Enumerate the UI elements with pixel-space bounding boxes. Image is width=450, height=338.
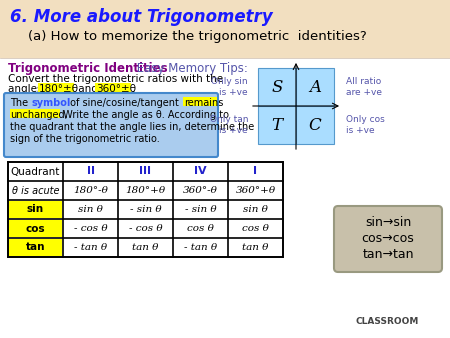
- Text: S: S: [271, 78, 283, 96]
- Bar: [9, 239, 62, 256]
- Text: - sin θ: - sin θ: [130, 205, 161, 214]
- Bar: [9, 201, 62, 218]
- Text: angles: angles: [8, 84, 46, 94]
- Text: II: II: [86, 167, 94, 176]
- Text: of sine/cosine/tangent: of sine/cosine/tangent: [67, 98, 182, 108]
- Text: - cos θ: - cos θ: [74, 224, 107, 233]
- Text: - tan θ: - tan θ: [184, 243, 217, 252]
- Text: tan θ: tan θ: [132, 243, 159, 252]
- Text: T: T: [271, 117, 283, 134]
- Text: CLASSROOM: CLASSROOM: [355, 317, 418, 327]
- FancyBboxPatch shape: [334, 206, 442, 272]
- Text: IV: IV: [194, 167, 207, 176]
- Text: sin→sin: sin→sin: [365, 216, 411, 228]
- Text: sign of the trigonometric ratio.: sign of the trigonometric ratio.: [10, 134, 160, 144]
- Text: - sin θ: - sin θ: [184, 205, 216, 214]
- Bar: [183, 97, 217, 106]
- Text: 360°-θ: 360°-θ: [183, 186, 218, 195]
- Bar: [296, 68, 334, 106]
- Text: sin θ: sin θ: [243, 205, 268, 214]
- Bar: [296, 106, 334, 144]
- Text: symbol: symbol: [32, 98, 72, 108]
- Text: tan θ: tan θ: [242, 243, 269, 252]
- Text: - cos θ: - cos θ: [129, 224, 162, 233]
- Bar: [258, 68, 296, 106]
- Text: Convert the trigonometric ratios with the: Convert the trigonometric ratios with th…: [8, 74, 223, 84]
- Bar: [10, 109, 60, 118]
- FancyBboxPatch shape: [4, 93, 218, 157]
- Text: .: .: [132, 84, 135, 94]
- Text: (a) How to memorize the trigonometric  identities?: (a) How to memorize the trigonometric id…: [28, 30, 367, 43]
- Text: sin θ: sin θ: [78, 205, 103, 214]
- Text: III: III: [140, 167, 152, 176]
- Text: cos: cos: [26, 223, 45, 234]
- Text: tan: tan: [26, 242, 45, 252]
- Bar: [8, 162, 283, 257]
- Text: sin: sin: [27, 204, 44, 215]
- Text: Easy Memory Tips:: Easy Memory Tips:: [133, 62, 248, 75]
- Text: A: A: [309, 78, 321, 96]
- Text: The: The: [10, 98, 31, 108]
- Text: the quadrant that the angle lies in, determine the: the quadrant that the angle lies in, det…: [10, 122, 254, 132]
- Text: Only sin
is +ve: Only sin is +ve: [212, 77, 248, 97]
- Text: Trigonometric Identities: Trigonometric Identities: [8, 62, 167, 75]
- Text: 360°+θ: 360°+θ: [235, 186, 275, 195]
- Text: - tan θ: - tan θ: [74, 243, 107, 252]
- Bar: [38, 83, 74, 93]
- Text: Write the angle as θ. According to: Write the angle as θ. According to: [60, 110, 229, 120]
- Bar: [95, 83, 131, 93]
- Text: Quadrant: Quadrant: [11, 167, 60, 176]
- Text: cos→cos: cos→cos: [362, 232, 414, 244]
- Text: 360°±θ: 360°±θ: [96, 84, 136, 94]
- Text: tan→tan: tan→tan: [362, 247, 414, 261]
- Bar: [9, 220, 62, 237]
- Bar: [0, 58, 450, 338]
- Bar: [0, 0, 450, 60]
- Text: cos θ: cos θ: [187, 224, 214, 233]
- Text: unchanged,: unchanged,: [10, 110, 68, 120]
- Text: 180°±θ: 180°±θ: [39, 84, 79, 94]
- Bar: [258, 106, 296, 144]
- Text: 6. More about Trigonometry: 6. More about Trigonometry: [10, 8, 273, 26]
- Text: 180°+θ: 180°+θ: [126, 186, 166, 195]
- Text: θ is acute: θ is acute: [12, 186, 59, 195]
- Text: Only cos
is +ve: Only cos is +ve: [346, 115, 385, 135]
- Text: remains: remains: [184, 98, 223, 108]
- Text: I: I: [253, 167, 257, 176]
- Text: and: and: [75, 84, 101, 94]
- Text: Only tan
is +ve: Only tan is +ve: [210, 115, 248, 135]
- Text: cos θ: cos θ: [242, 224, 269, 233]
- Text: 180°-θ: 180°-θ: [73, 186, 108, 195]
- Text: C: C: [309, 117, 321, 134]
- Text: All ratio
are +ve: All ratio are +ve: [346, 77, 382, 97]
